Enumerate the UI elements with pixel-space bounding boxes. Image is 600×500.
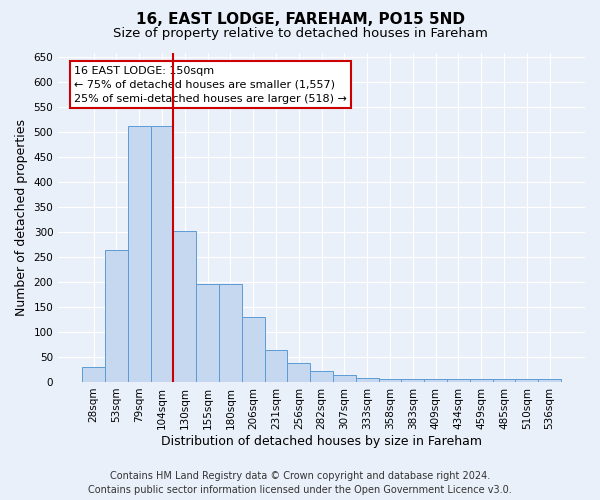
Bar [493,380,515,382]
Bar [401,380,424,382]
Bar [356,378,379,382]
Bar [151,126,173,382]
Bar [310,371,333,382]
X-axis label: Distribution of detached houses by size in Fareham: Distribution of detached houses by size … [161,434,482,448]
Text: 16, EAST LODGE, FAREHAM, PO15 5ND: 16, EAST LODGE, FAREHAM, PO15 5ND [136,12,464,28]
Bar [265,350,287,382]
Y-axis label: Number of detached properties: Number of detached properties [15,118,28,316]
Bar [447,380,470,382]
Bar [287,363,310,382]
Text: 16 EAST LODGE: 150sqm
← 75% of detached houses are smaller (1,557)
25% of semi-d: 16 EAST LODGE: 150sqm ← 75% of detached … [74,66,347,104]
Bar [424,380,447,382]
Bar [515,380,538,382]
Text: Contains HM Land Registry data © Crown copyright and database right 2024.
Contai: Contains HM Land Registry data © Crown c… [88,471,512,495]
Text: Size of property relative to detached houses in Fareham: Size of property relative to detached ho… [113,28,487,40]
Bar [538,380,561,382]
Bar [128,126,151,382]
Bar [333,375,356,382]
Bar [379,380,401,382]
Bar [219,284,242,382]
Bar [242,317,265,382]
Bar [470,380,493,382]
Bar [105,250,128,382]
Bar [173,231,196,382]
Bar [196,284,219,382]
Bar [82,367,105,382]
